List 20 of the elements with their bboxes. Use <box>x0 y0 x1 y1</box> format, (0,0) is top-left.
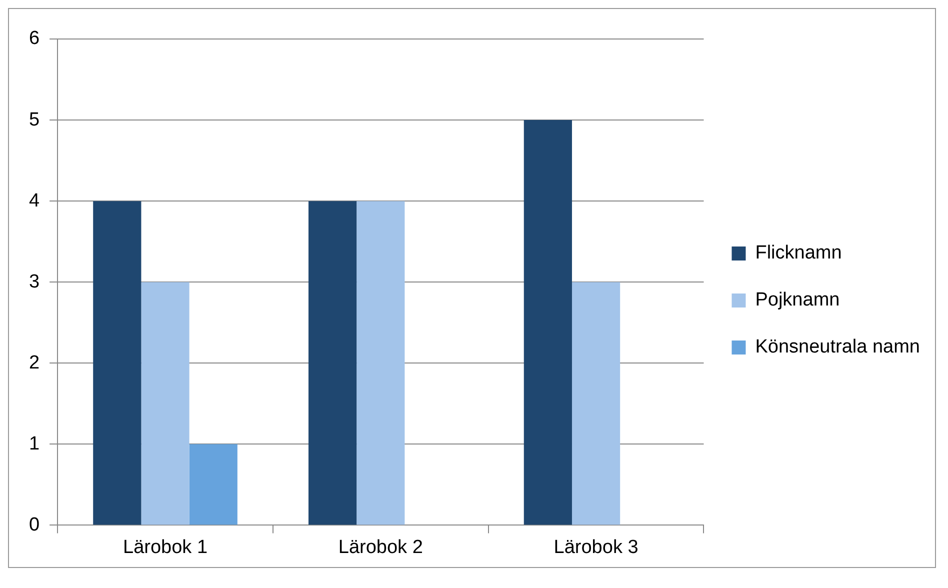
bar <box>93 201 142 525</box>
y-tick-label: 1 <box>28 433 40 454</box>
x-tick-label: Lärobok 3 <box>554 536 638 558</box>
x-tick-label: Lärobok 1 <box>123 536 208 558</box>
legend-label: Pojknamn <box>755 290 840 311</box>
y-tick-label: 6 <box>28 28 40 50</box>
y-tick-label: 5 <box>28 109 40 130</box>
bar <box>356 201 405 525</box>
bar <box>524 120 572 525</box>
bar <box>308 201 357 525</box>
legend-label: Flicknamn <box>755 242 842 264</box>
y-tick-label: 0 <box>28 514 40 536</box>
y-tick-label: 2 <box>28 352 40 374</box>
x-tick-label: Lärobok 2 <box>338 536 423 558</box>
legend-label: Könsneutrala namn <box>755 336 920 358</box>
bar <box>141 282 190 525</box>
bar <box>572 282 620 525</box>
bar <box>189 444 238 525</box>
y-tick-label: 3 <box>28 271 40 292</box>
y-tick-label: 4 <box>28 190 40 212</box>
